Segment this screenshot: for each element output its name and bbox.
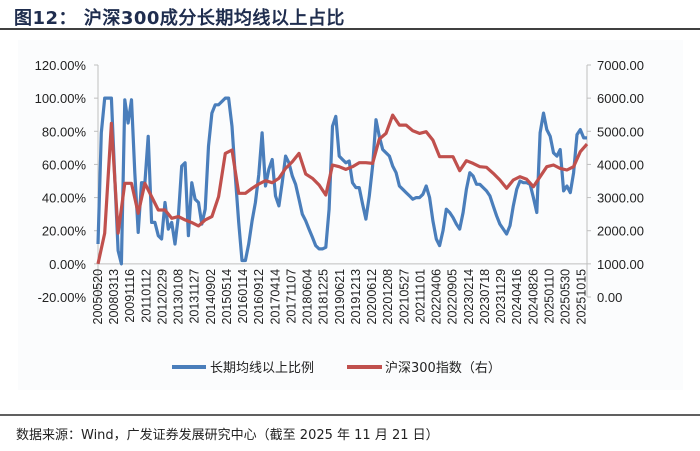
left-y-axis-ticks: -20.00% 0.00% 20.00% 40.00% 60.00% 80.00% 100.… bbox=[35, 58, 98, 305]
right-tick-label: 5000.00 bbox=[597, 124, 644, 139]
x-tick-label: 20211101 bbox=[413, 269, 427, 323]
left-tick-label: 40.00% bbox=[42, 191, 87, 206]
right-tick-label: 1000.00 bbox=[597, 257, 644, 272]
x-tick-label: 20160114 bbox=[236, 269, 250, 324]
x-tick-label: 20120229 bbox=[155, 269, 169, 325]
x-tick-label: 20240416 bbox=[510, 269, 524, 325]
x-tick-label: 20131127 bbox=[188, 269, 202, 324]
x-tick-label: 20250530 bbox=[559, 269, 573, 325]
chart-background bbox=[18, 40, 683, 390]
x-tick-label: 20170414 bbox=[268, 269, 282, 325]
title-divider bbox=[0, 28, 700, 30]
right-tick-label: 3000.00 bbox=[597, 191, 644, 206]
legend-label-breadth: 长期均线以上比例 bbox=[210, 361, 314, 376]
left-tick-label: 20.00% bbox=[42, 224, 87, 239]
left-tick-label: 80.00% bbox=[42, 124, 87, 139]
left-tick-label: 100.00% bbox=[35, 91, 87, 106]
x-tick-label: 20190621 bbox=[333, 269, 347, 325]
x-tick-label: 20250110 bbox=[542, 269, 556, 324]
left-tick-label: 120.00% bbox=[35, 58, 87, 73]
x-axis-ticks: 20050520 20080313 20091116 20110112 20120229… bbox=[91, 269, 589, 325]
source-divider bbox=[0, 414, 700, 416]
right-y-axis-ticks: 0.00 1000.00 2000.00 3000.00 4000.00 5000.00 6… bbox=[587, 58, 644, 305]
x-tick-label: 20181225 bbox=[317, 269, 331, 325]
x-tick-label: 20220905 bbox=[446, 269, 460, 325]
x-tick-label: 20171107 bbox=[284, 269, 298, 324]
figure-title: 图12： 沪深300成分长期均线以上占比 bbox=[14, 8, 345, 29]
left-tick-label: 60.00% bbox=[42, 157, 87, 172]
x-tick-label: 20240826 bbox=[526, 269, 540, 325]
x-tick-label: 20160912 bbox=[252, 269, 266, 325]
x-tick-label: 20150514 bbox=[220, 269, 234, 325]
right-tick-label: 2000.00 bbox=[597, 224, 644, 239]
right-tick-label: 0.00 bbox=[597, 290, 622, 305]
series-lines bbox=[96, 96, 589, 266]
left-tick-label: 0.00% bbox=[49, 257, 86, 272]
x-tick-label: 20050520 bbox=[91, 269, 105, 325]
legend-label-index: 沪深300指数（右） bbox=[385, 360, 501, 376]
x-tick-label: 20231129 bbox=[494, 269, 508, 324]
x-tick-label: 20140902 bbox=[204, 269, 218, 325]
x-tick-label: 20080313 bbox=[107, 269, 121, 325]
x-tick-label: 20191213 bbox=[349, 269, 363, 325]
right-tick-label: 4000.00 bbox=[597, 157, 644, 172]
x-tick-label: 20230214 bbox=[462, 269, 476, 325]
x-tick-label: 20130108 bbox=[172, 269, 186, 325]
x-tick-label: 20251015 bbox=[575, 269, 589, 325]
x-tick-label: 20220406 bbox=[430, 269, 444, 325]
left-tick-label: -20.00% bbox=[38, 290, 87, 305]
legend: 长期均线以上比例 沪深300指数（右） bbox=[172, 360, 501, 376]
x-tick-label: 20110112 bbox=[139, 269, 153, 323]
right-tick-label: 7000.00 bbox=[597, 58, 644, 73]
x-tick-label: 20180604 bbox=[301, 269, 315, 325]
x-tick-label: 20210527 bbox=[397, 269, 411, 325]
x-tick-label: 20200612 bbox=[365, 269, 379, 325]
series-line-breadth bbox=[96, 96, 587, 266]
source-note: 数据来源：Wind，广发证券发展研究中心（截至 2025 年 11 月 21 日… bbox=[16, 428, 439, 443]
x-tick-label: 20091116 bbox=[123, 269, 137, 323]
series-line-index bbox=[96, 113, 589, 265]
x-tick-label: 20201208 bbox=[381, 269, 395, 325]
right-tick-label: 6000.00 bbox=[597, 91, 644, 106]
x-tick-label: 20230718 bbox=[478, 269, 492, 325]
